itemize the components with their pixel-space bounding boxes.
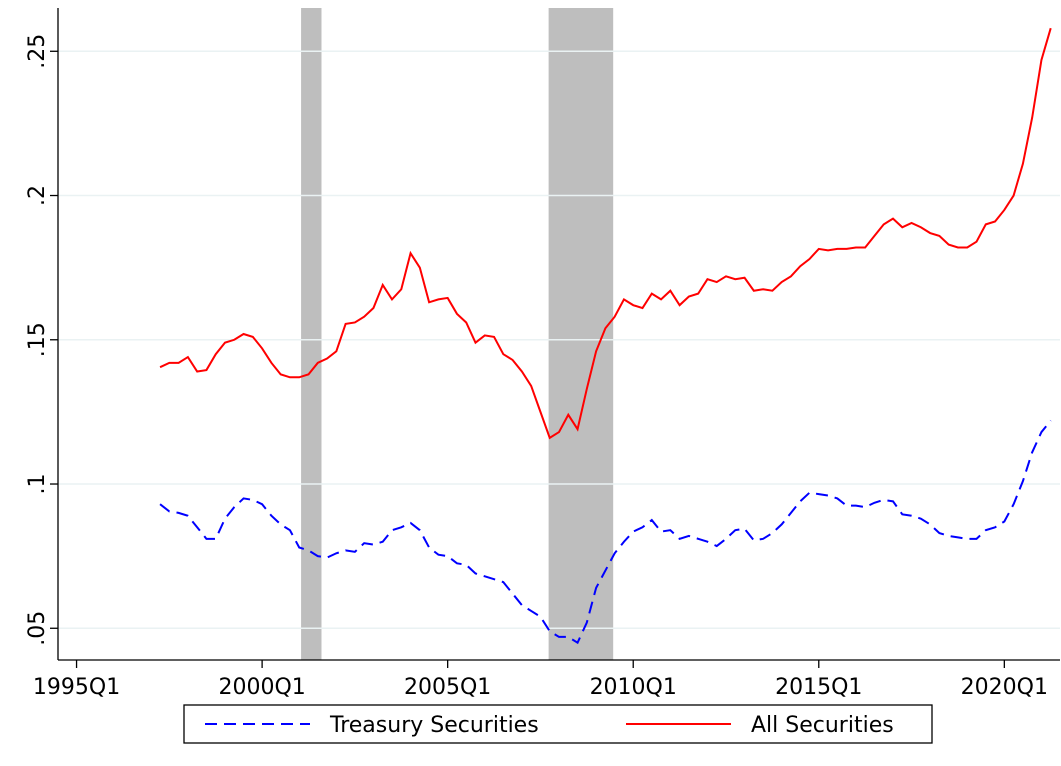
y-tick-label: .1 [25, 474, 50, 495]
recession-band [301, 8, 322, 660]
series-line [159, 419, 1052, 645]
x-tick-label: 2000Q1 [218, 675, 305, 700]
x-tick-label: 2015Q1 [775, 675, 862, 700]
y-tick-label: .25 [25, 34, 50, 69]
y-tick-label: .15 [25, 322, 50, 357]
y-tick-label: .05 [25, 611, 50, 646]
legend-label: Treasury Securities [329, 713, 539, 738]
legend-label: All Securities [751, 713, 894, 738]
y-tick-label: .2 [25, 185, 50, 206]
x-tick-label: 2020Q1 [961, 675, 1048, 700]
x-tick-label: 2010Q1 [590, 675, 677, 700]
x-tick-label: 1995Q1 [33, 675, 120, 700]
x-tick-label: 2005Q1 [404, 675, 491, 700]
series-line [159, 27, 1052, 440]
